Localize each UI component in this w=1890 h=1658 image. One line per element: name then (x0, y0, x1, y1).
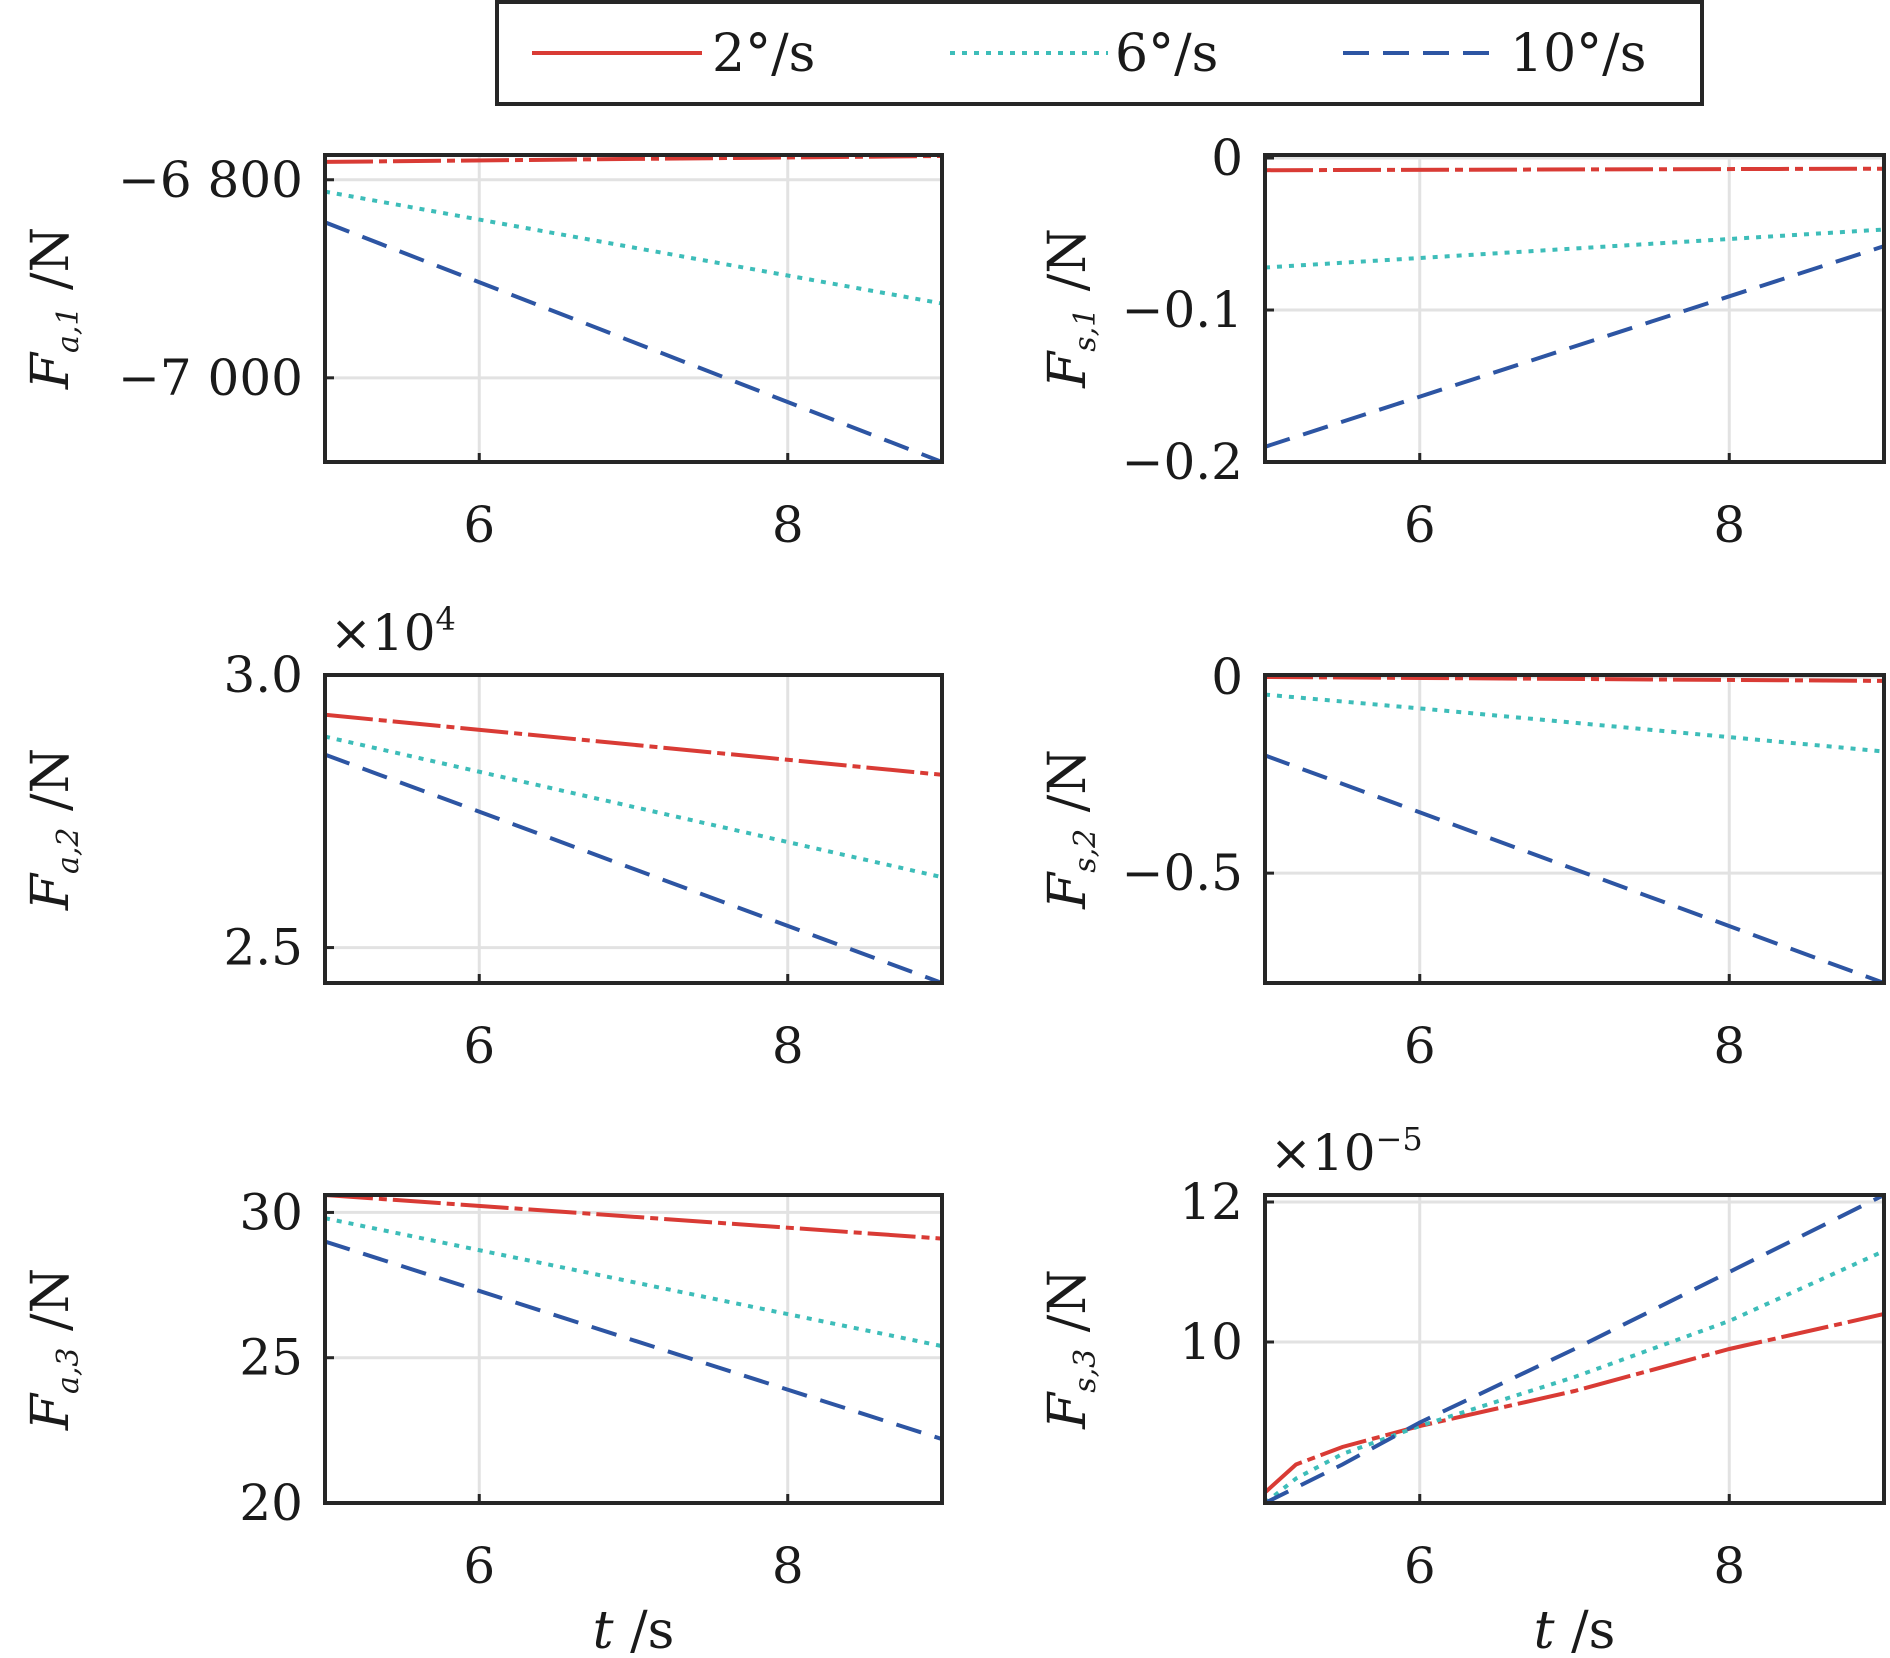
y-tick-label: 30 (239, 1183, 303, 1241)
y-axis-label-sub: s,1 (1068, 308, 1103, 352)
axes-frame (1263, 673, 1886, 985)
x-axis-label: t /s (1534, 1601, 1616, 1658)
axis-multiplier: ×10−5 (1270, 1120, 1423, 1182)
legend-label-10: 10°/s (1510, 24, 1646, 84)
series-line (325, 189, 942, 306)
subplot-1: 6 8 −6 800 −7 000 Fa,1 /N (21, 151, 944, 554)
y-tick-label: 2.5 (223, 919, 303, 977)
axis-multiplier-exp: 4 (436, 600, 456, 638)
y-axis-label: Fs,2 /N (1038, 749, 1103, 910)
y-axis-label: Fa,1 /N (21, 227, 86, 390)
x-tick-label: 6 (463, 1017, 495, 1075)
axes-frame (1263, 153, 1886, 464)
x-axis-label-unit: /s (614, 1601, 675, 1658)
subplot-2: 6 8 0 −0.1 −0.2 Fs,1 /N (1038, 129, 1886, 554)
x-tick-label: 8 (1713, 1537, 1745, 1595)
axis-multiplier: ×104 (330, 600, 456, 662)
x-tick-label: 8 (1713, 1017, 1745, 1075)
x-axis-label-unit: /s (1555, 1601, 1616, 1658)
series-line (325, 220, 942, 462)
y-axis-label-var: F (21, 351, 81, 390)
x-axis-label-var: t (593, 1601, 614, 1658)
y-axis-label-unit: /N (21, 748, 81, 828)
y-tick-label: −6 800 (118, 151, 303, 209)
y-axis-label-unit: /N (1038, 228, 1098, 308)
y-axis-label-var: F (21, 1392, 81, 1431)
y-axis-label-sub: a,2 (51, 827, 86, 874)
axes-frame (323, 153, 944, 464)
series-line (1265, 166, 1884, 173)
y-axis-label-var: F (1038, 350, 1098, 389)
x-tick-label: 6 (1404, 1537, 1436, 1595)
series-line (1265, 227, 1884, 270)
series-line (325, 1195, 942, 1241)
axis-multiplier-base: ×10 (1270, 1124, 1376, 1182)
series-line (325, 712, 942, 777)
y-axis-label: Fa,2 /N (21, 748, 86, 911)
legend-label-6: 6°/s (1115, 24, 1218, 84)
series-line (1265, 753, 1884, 983)
x-axis-label-var: t (1534, 1601, 1555, 1658)
x-tick-label: 8 (1713, 496, 1745, 554)
legend: 2°/s 6°/s 10°/s (495, 0, 1704, 106)
axes-frame (323, 673, 944, 985)
x-tick-label: 8 (772, 496, 804, 554)
y-tick-label: 3.0 (223, 646, 303, 704)
y-axis-label-unit: /N (21, 1268, 81, 1348)
series-line (325, 1239, 942, 1442)
x-tick-label: 8 (772, 1537, 804, 1595)
series-line (1265, 1249, 1884, 1503)
x-tick-label: 8 (772, 1017, 804, 1075)
axes-frame (323, 1193, 944, 1505)
series-line (325, 752, 942, 983)
x-tick-label: 6 (1404, 1017, 1436, 1075)
y-tick-label: 12 (1179, 1173, 1243, 1231)
series-line (1265, 1195, 1884, 1503)
y-tick-label: −0.2 (1122, 433, 1243, 491)
y-axis-label-sub: a,3 (51, 1347, 86, 1394)
y-axis-label: Fs,1 /N (1038, 228, 1103, 389)
series-line (1265, 1312, 1884, 1494)
subplot-6: 6 8 12 10 Fs,3 /N ×10−5 t /s (1038, 1120, 1886, 1658)
y-tick-label: 10 (1179, 1313, 1243, 1371)
x-axis-label: t /s (593, 1601, 675, 1658)
y-tick-label: −7 000 (118, 349, 303, 407)
y-tick-label: 0 (1211, 648, 1243, 706)
y-axis-label: Fa,3 /N (21, 1268, 86, 1431)
axis-multiplier-exp: −5 (1376, 1120, 1423, 1158)
subplot-5: 6 8 30 25 20 Fa,3 /N t /s (21, 1183, 944, 1658)
y-tick-label: −0.5 (1122, 844, 1243, 902)
y-axis-label-sub: a,1 (51, 306, 86, 353)
x-tick-label: 6 (1404, 496, 1436, 554)
y-axis-label-unit: /N (1038, 749, 1098, 829)
x-tick-label: 6 (463, 496, 495, 554)
y-axis-label-var: F (1038, 1391, 1098, 1430)
series-line (325, 1216, 942, 1349)
y-axis-label-unit: /N (21, 227, 81, 307)
y-axis-label-unit: /N (1038, 1269, 1098, 1349)
y-tick-label: 0 (1211, 129, 1243, 187)
y-axis-label-sub: s,3 (1068, 1349, 1103, 1393)
y-tick-label: 20 (239, 1474, 303, 1532)
axes-frame (1263, 1193, 1886, 1505)
series-line (1265, 692, 1884, 754)
legend-label-2: 2°/s (712, 24, 815, 84)
y-axis-label-var: F (21, 872, 81, 911)
series-line (1265, 675, 1884, 683)
y-tick-label: −0.1 (1122, 281, 1243, 339)
y-tick-label: 25 (239, 1329, 303, 1387)
y-axis-label-sub: s,2 (1068, 829, 1103, 873)
y-axis-label-var: F (1038, 871, 1098, 910)
y-axis-label: Fs,3 /N (1038, 1269, 1103, 1430)
x-tick-label: 6 (463, 1537, 495, 1595)
subplot-3: 6 8 3.0 2.5 Fa,2 /N ×104 (21, 600, 944, 1075)
axis-multiplier-base: ×10 (330, 604, 436, 662)
series-line (325, 734, 942, 880)
subplot-4: 6 8 0 −0.5 Fs,2 /N (1038, 648, 1886, 1075)
series-line (1265, 244, 1884, 449)
